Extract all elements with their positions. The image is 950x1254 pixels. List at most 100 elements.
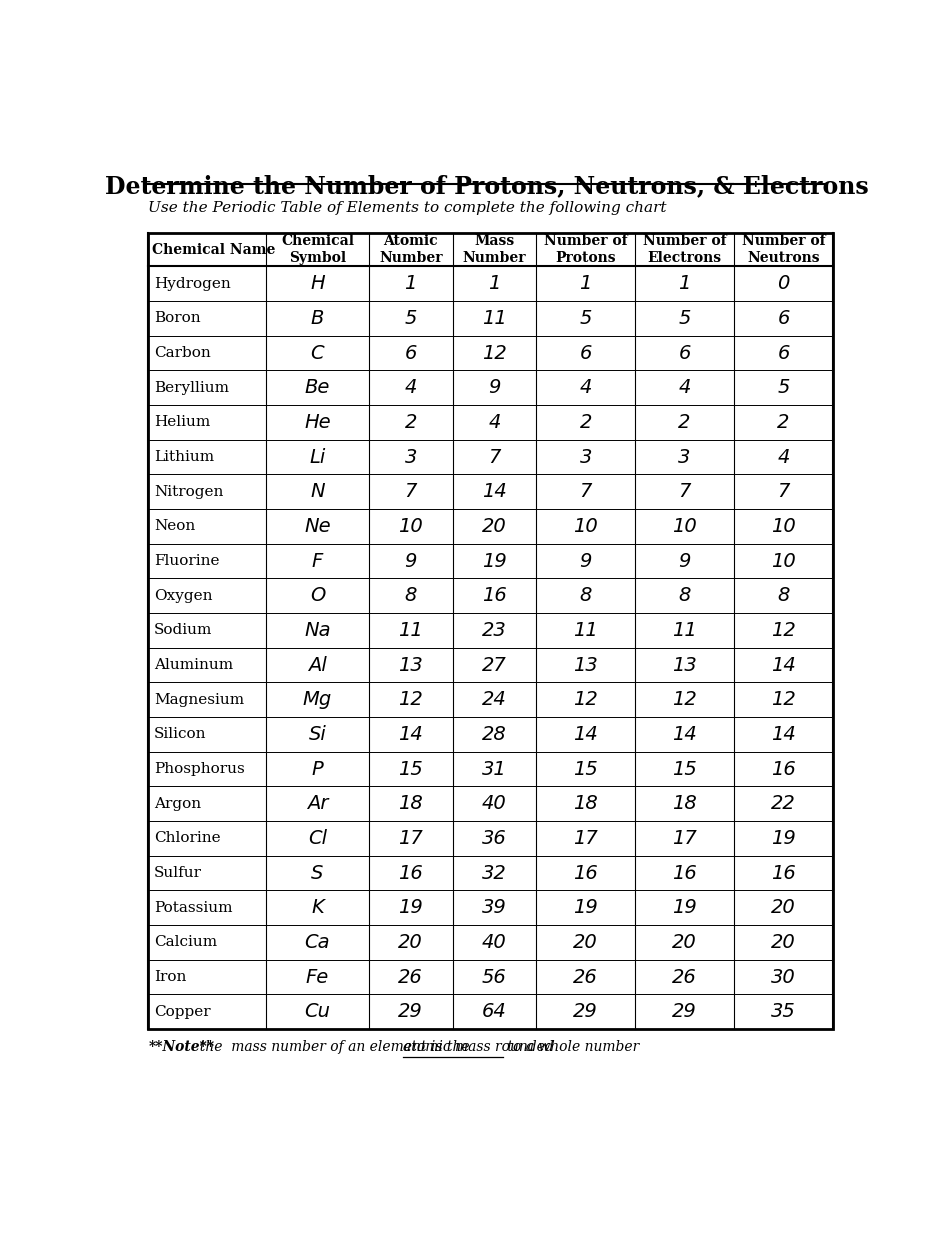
Text: 16: 16 <box>771 760 796 779</box>
Text: 29: 29 <box>573 1002 598 1021</box>
Text: B: B <box>311 308 324 329</box>
Text: 1: 1 <box>678 275 691 293</box>
Text: 19: 19 <box>398 898 423 918</box>
Text: 13: 13 <box>673 656 697 675</box>
Text: atomic mass rounded: atomic mass rounded <box>403 1040 554 1053</box>
Text: Fluorine: Fluorine <box>154 554 219 568</box>
Text: 7: 7 <box>777 483 789 502</box>
Text: 10: 10 <box>771 517 796 535</box>
Text: 19: 19 <box>482 552 506 571</box>
Text: 12: 12 <box>673 690 697 710</box>
Text: Sulfur: Sulfur <box>154 867 202 880</box>
Text: 64: 64 <box>482 1002 506 1021</box>
Text: 5: 5 <box>405 308 417 329</box>
Text: Chemical Name: Chemical Name <box>152 242 276 257</box>
Text: 6: 6 <box>777 308 789 329</box>
Text: 10: 10 <box>398 517 423 535</box>
Text: 12: 12 <box>482 344 506 362</box>
Text: 5: 5 <box>777 379 789 398</box>
Text: 7: 7 <box>678 483 691 502</box>
Text: 13: 13 <box>398 656 423 675</box>
Text: Chemical
Symbol: Chemical Symbol <box>281 234 354 265</box>
Text: Determine the Number of Protons, Neutrons, & Electrons: Determine the Number of Protons, Neutron… <box>105 174 868 198</box>
Text: 2: 2 <box>678 413 691 431</box>
Text: 32: 32 <box>482 864 506 883</box>
Text: 20: 20 <box>673 933 697 952</box>
Text: Be: Be <box>305 379 331 398</box>
Text: Fe: Fe <box>306 968 329 987</box>
Text: Neon: Neon <box>154 519 196 533</box>
Text: Number of
Neutrons: Number of Neutrons <box>742 234 826 265</box>
Text: 16: 16 <box>673 864 697 883</box>
Text: 1: 1 <box>580 275 592 293</box>
Text: 9: 9 <box>405 552 417 571</box>
Text: 9: 9 <box>488 379 501 398</box>
Text: O: O <box>310 587 325 606</box>
Text: 11: 11 <box>398 621 423 640</box>
Text: Al: Al <box>308 656 327 675</box>
Text: Calcium: Calcium <box>154 935 218 949</box>
Text: 12: 12 <box>771 621 796 640</box>
Text: Li: Li <box>310 448 326 466</box>
Text: 20: 20 <box>771 933 796 952</box>
Text: 9: 9 <box>678 552 691 571</box>
Text: 8: 8 <box>580 587 592 606</box>
Text: 14: 14 <box>482 483 506 502</box>
Text: the  mass number of an element is the: the mass number of an element is the <box>191 1040 474 1053</box>
Text: 14: 14 <box>573 725 598 744</box>
Text: Cl: Cl <box>308 829 327 848</box>
Text: 13: 13 <box>573 656 598 675</box>
Text: 6: 6 <box>777 344 789 362</box>
Text: 4: 4 <box>488 413 501 431</box>
Text: 8: 8 <box>405 587 417 606</box>
Text: 27: 27 <box>482 656 506 675</box>
Text: 18: 18 <box>673 794 697 814</box>
Text: 5: 5 <box>678 308 691 329</box>
Text: 4: 4 <box>777 448 789 466</box>
Text: 7: 7 <box>488 448 501 466</box>
Text: Chlorine: Chlorine <box>154 831 220 845</box>
Text: Beryllium: Beryllium <box>154 381 229 395</box>
Text: C: C <box>311 344 324 362</box>
Text: 17: 17 <box>398 829 423 848</box>
Text: 31: 31 <box>482 760 506 779</box>
Text: 11: 11 <box>673 621 697 640</box>
Text: 16: 16 <box>398 864 423 883</box>
Text: Number of
Protons: Number of Protons <box>543 234 627 265</box>
Text: 16: 16 <box>771 864 796 883</box>
Text: K: K <box>311 898 324 918</box>
Text: 15: 15 <box>573 760 598 779</box>
Text: 26: 26 <box>573 968 598 987</box>
Text: Silicon: Silicon <box>154 727 206 741</box>
Text: 35: 35 <box>771 1002 796 1021</box>
Text: 10: 10 <box>771 552 796 571</box>
Text: 29: 29 <box>673 1002 697 1021</box>
Text: Phosphorus: Phosphorus <box>154 762 245 776</box>
Text: Potassium: Potassium <box>154 900 233 915</box>
Text: 6: 6 <box>678 344 691 362</box>
Text: Argon: Argon <box>154 796 201 811</box>
Text: 26: 26 <box>398 968 423 987</box>
Text: 7: 7 <box>405 483 417 502</box>
Text: 9: 9 <box>580 552 592 571</box>
Text: 7: 7 <box>580 483 592 502</box>
Text: Use the Periodic Table of Elements to complete the following chart: Use the Periodic Table of Elements to co… <box>148 201 667 214</box>
Text: 1: 1 <box>488 275 501 293</box>
Text: 1: 1 <box>405 275 417 293</box>
Text: 3: 3 <box>405 448 417 466</box>
Text: 8: 8 <box>777 587 789 606</box>
Text: 10: 10 <box>573 517 598 535</box>
Text: 14: 14 <box>673 725 697 744</box>
Text: Carbon: Carbon <box>154 346 211 360</box>
Text: Atomic
Number: Atomic Number <box>379 234 443 265</box>
Text: Cu: Cu <box>305 1002 331 1021</box>
Text: 17: 17 <box>573 829 598 848</box>
Text: 12: 12 <box>771 690 796 710</box>
Text: Oxygen: Oxygen <box>154 589 213 603</box>
Text: 4: 4 <box>405 379 417 398</box>
Text: 14: 14 <box>771 725 796 744</box>
Text: Helium: Helium <box>154 415 210 429</box>
Text: 17: 17 <box>673 829 697 848</box>
Text: 14: 14 <box>771 656 796 675</box>
Text: Ca: Ca <box>305 933 331 952</box>
